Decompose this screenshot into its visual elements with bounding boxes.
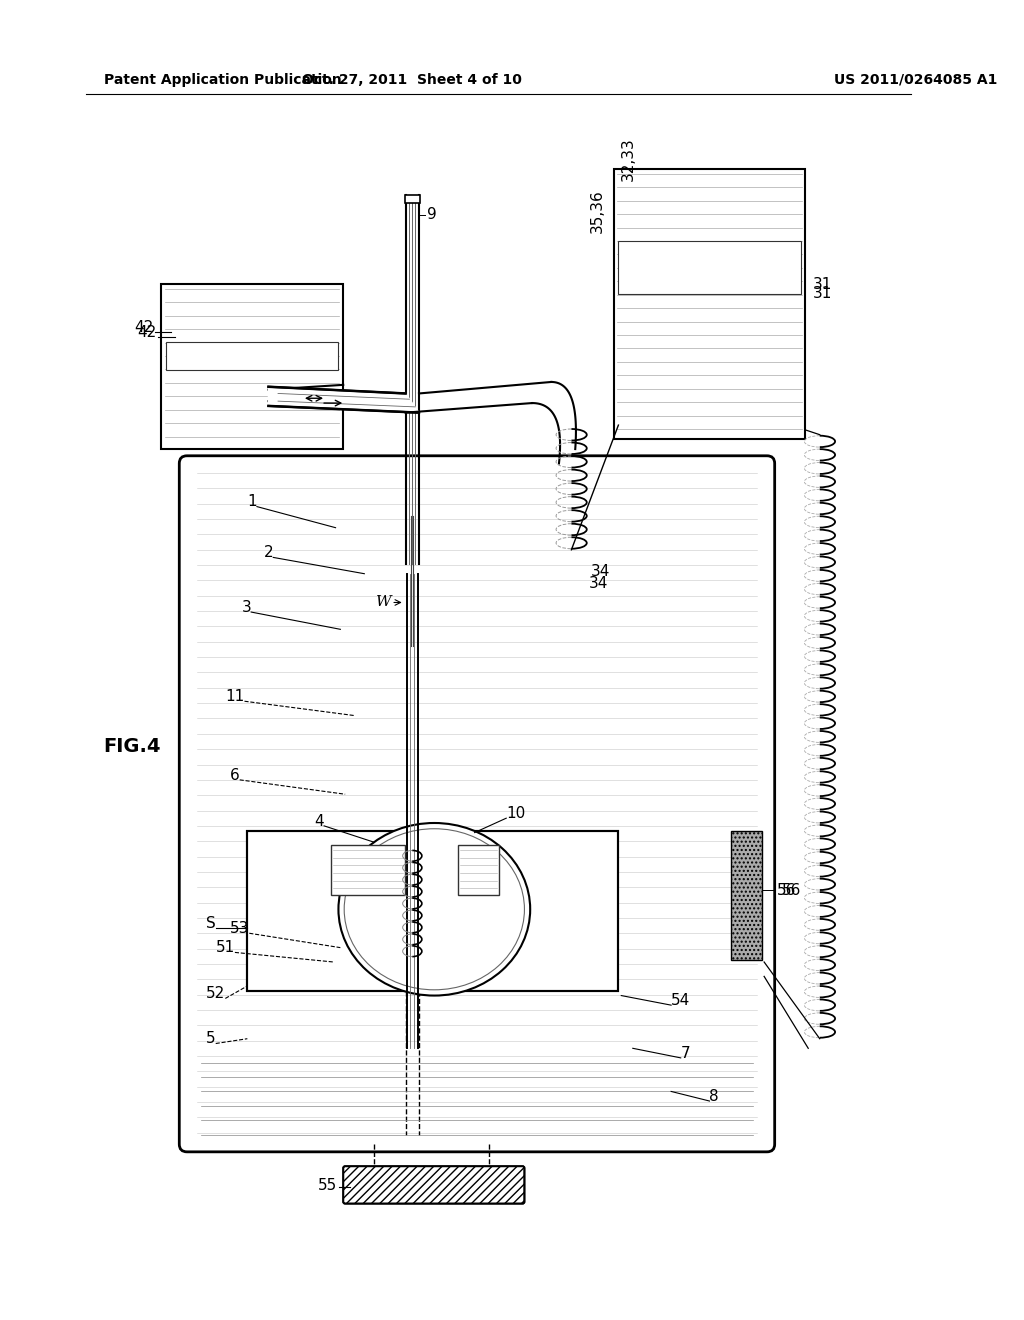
Bar: [459, 830, 618, 991]
Bar: [618, 242, 801, 294]
Text: 34: 34: [591, 564, 610, 579]
Bar: [248, 830, 413, 991]
Text: 53: 53: [230, 921, 249, 936]
Ellipse shape: [339, 822, 530, 995]
Bar: [404, 195, 420, 203]
Text: 32,33: 32,33: [622, 137, 636, 181]
Bar: [161, 284, 343, 449]
Text: Oct. 27, 2011  Sheet 4 of 10: Oct. 27, 2011 Sheet 4 of 10: [302, 73, 522, 87]
Text: 1: 1: [248, 494, 257, 510]
Bar: [459, 845, 499, 895]
Text: 9: 9: [427, 207, 436, 222]
FancyBboxPatch shape: [343, 1167, 524, 1204]
FancyBboxPatch shape: [179, 455, 775, 1152]
Text: 4: 4: [314, 813, 324, 829]
Text: 6: 6: [230, 767, 240, 783]
Polygon shape: [268, 387, 419, 413]
Bar: [248, 830, 413, 991]
Text: 8: 8: [710, 1089, 719, 1104]
Text: W: W: [376, 595, 391, 610]
Bar: [613, 169, 805, 440]
Text: 31: 31: [813, 286, 833, 301]
Text: 42: 42: [137, 325, 157, 339]
Bar: [331, 845, 404, 895]
Text: US 2011/0264085 A1: US 2011/0264085 A1: [835, 73, 997, 87]
Bar: [459, 830, 618, 991]
Bar: [248, 830, 413, 991]
Text: 34: 34: [589, 576, 608, 591]
Text: 3: 3: [242, 599, 251, 615]
Text: 52: 52: [206, 986, 225, 1001]
Text: 56: 56: [776, 883, 796, 898]
Text: 5: 5: [206, 1031, 216, 1047]
Bar: [459, 830, 618, 991]
Text: 11: 11: [225, 689, 245, 704]
Text: 31: 31: [813, 277, 833, 292]
Text: 56: 56: [781, 883, 801, 898]
Text: 7: 7: [681, 1045, 690, 1060]
Text: 42: 42: [134, 319, 154, 335]
Text: Patent Application Publication: Patent Application Publication: [103, 73, 341, 87]
Text: 2: 2: [263, 545, 273, 560]
Text: 10: 10: [506, 807, 525, 821]
Bar: [730, 830, 762, 960]
Text: 55: 55: [318, 1177, 338, 1193]
Text: S: S: [206, 916, 216, 931]
Text: 35,36: 35,36: [590, 190, 604, 234]
Text: 51: 51: [216, 940, 234, 956]
Text: FIG.4: FIG.4: [103, 737, 161, 756]
Text: 54: 54: [671, 993, 690, 1008]
Bar: [166, 342, 339, 371]
